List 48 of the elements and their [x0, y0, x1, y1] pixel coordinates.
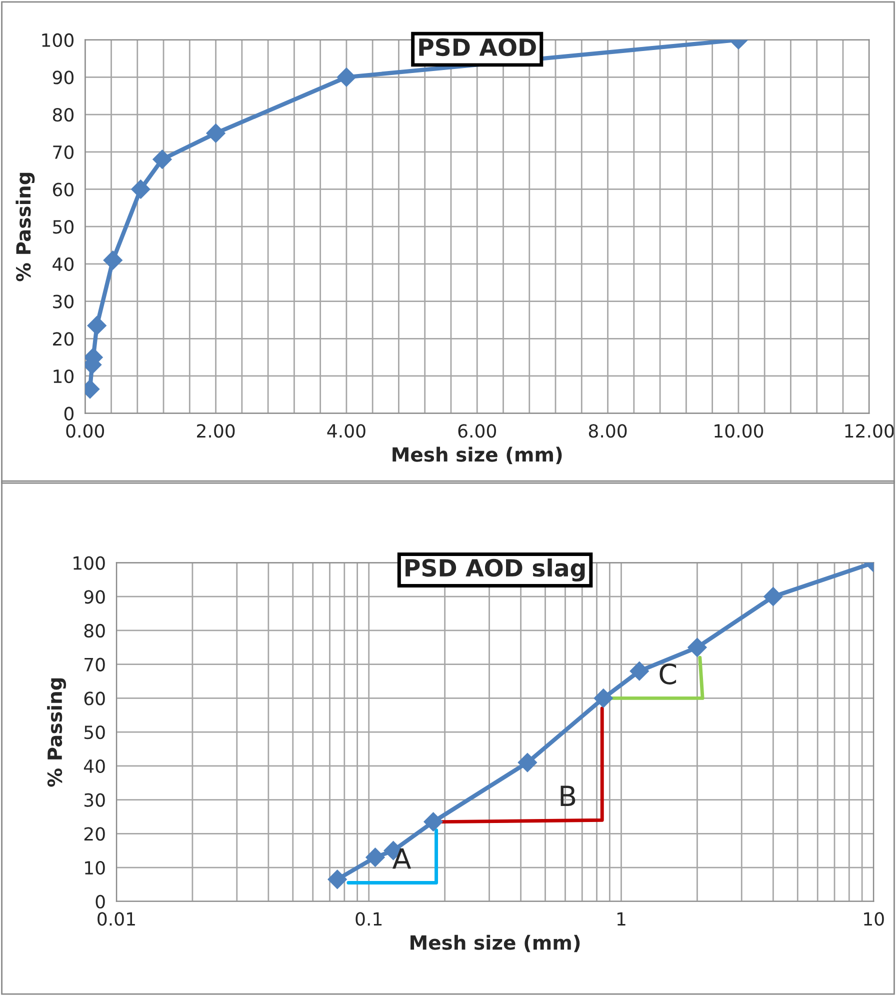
- y-tick-label: 10: [85, 860, 105, 875]
- point: [206, 124, 226, 143]
- x-tick-label: 4.00: [327, 424, 366, 438]
- x-tick-label: 10: [864, 912, 884, 926]
- y-tick-label: 80: [52, 108, 74, 122]
- chart-title: PSD AOD slag: [406, 558, 585, 582]
- x-tick-label: 10.00: [714, 424, 764, 438]
- y-axis-title: % Passing: [16, 172, 35, 282]
- y-tick-label: 90: [52, 70, 74, 84]
- annotation: A: [392, 848, 412, 869]
- y-tick-label: 90: [84, 590, 105, 604]
- y-tick-label: 70: [53, 145, 74, 160]
- x-tick-label: 12.00: [845, 424, 894, 438]
- point: [87, 316, 106, 336]
- x-tick-label: 6.00: [458, 424, 496, 438]
- x-tick-label: 1: [617, 912, 626, 926]
- y-tick-label: 100: [42, 33, 74, 47]
- x-axis-title: Mesh size (mm): [410, 934, 580, 952]
- point: [152, 150, 172, 169]
- y-tick-label: 50: [84, 726, 105, 740]
- y-tick-label: 70: [84, 658, 105, 672]
- y-tick-label: 100: [74, 556, 105, 570]
- annotation: B: [560, 786, 576, 806]
- y-tick-label: 40: [84, 759, 105, 774]
- x-tick-label: 8.00: [588, 424, 627, 438]
- y-tick-label: 40: [52, 257, 74, 272]
- y-tick-label: 20: [53, 332, 74, 346]
- y-tick-label: 50: [53, 220, 74, 234]
- y-tick-label: 80: [84, 624, 105, 638]
- y-tick-label: 10: [54, 369, 74, 384]
- y-tick-label: 30: [53, 294, 74, 308]
- y-tick-label: 0: [96, 894, 105, 908]
- point: [131, 180, 150, 199]
- y-tick-label: 20: [84, 827, 105, 841]
- y-tick-label: 30: [84, 793, 105, 807]
- x-tick-label: 0.1: [356, 912, 382, 926]
- x-tick-label: 0.00: [66, 424, 104, 438]
- point: [336, 68, 356, 87]
- point: [103, 250, 122, 270]
- x-tick-label: 2.00: [197, 424, 235, 438]
- annotation: C: [660, 663, 676, 684]
- x-axis-title: Mesh size (mm): [392, 446, 562, 464]
- y-axis-title: % Passing: [47, 678, 66, 787]
- y-tick-label: 0: [64, 406, 74, 420]
- y-tick-label: 60: [84, 692, 105, 706]
- chart-title: PSD AOD: [419, 38, 536, 56]
- x-tick-label: 0.01: [98, 912, 135, 926]
- y-tick-label: 60: [52, 182, 74, 196]
